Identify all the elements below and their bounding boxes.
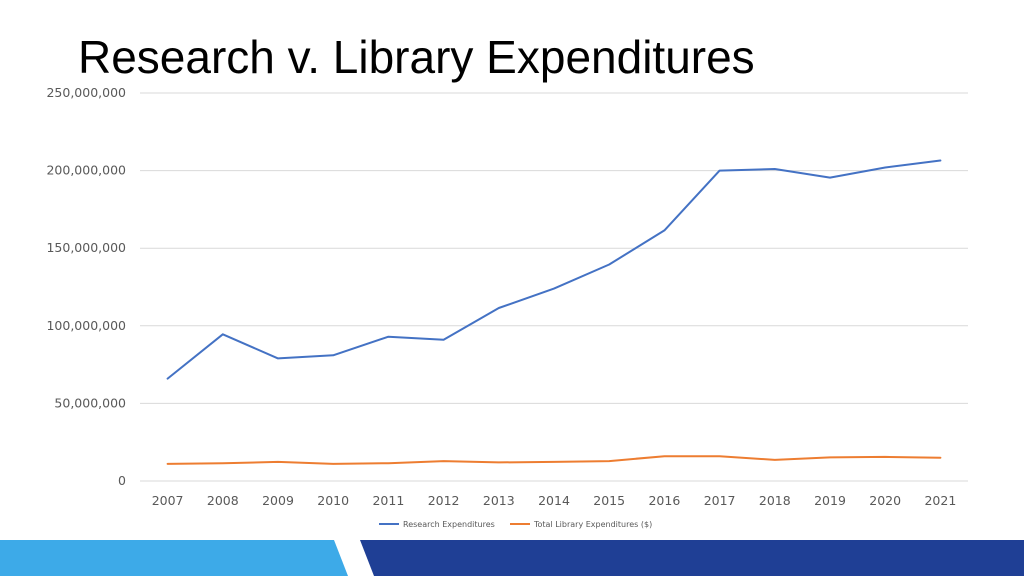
x-axis-tick-labels: 2007 2008 2009 2010 2011 2012 2013 2014 2015 2016…	[152, 493, 957, 508]
y-tick-label: 250,000,000	[46, 85, 126, 100]
x-tick-label: 2012	[428, 493, 460, 508]
legend-label: Research Expenditures	[403, 520, 495, 529]
legend-item: Total Library Expenditures ($)	[510, 520, 652, 529]
gridlines	[140, 92, 968, 482]
x-tick-label: 2014	[538, 493, 570, 508]
footer-band-light	[0, 540, 348, 576]
x-tick-label: 2020	[869, 493, 901, 508]
legend-label: Total Library Expenditures ($)	[533, 520, 652, 529]
x-tick-label: 2013	[483, 493, 515, 508]
series-lines	[166, 159, 942, 465]
y-tick-label: 50,000,000	[54, 395, 126, 410]
series-line-research-expenditures	[166, 159, 942, 380]
series-line-library-expenditures	[166, 455, 942, 465]
y-tick-label: 200,000,000	[46, 163, 126, 178]
y-tick-label: 150,000,000	[46, 240, 126, 255]
x-tick-label: 2019	[814, 493, 846, 508]
slide-title: Research v. Library Expenditures	[78, 31, 755, 83]
x-tick-label: 2009	[262, 493, 294, 508]
x-tick-label: 2015	[593, 493, 625, 508]
y-tick-label: 0	[118, 473, 126, 488]
x-tick-label: 2008	[207, 493, 239, 508]
legend: Research Expenditures Total Library Expen…	[379, 520, 652, 529]
y-tick-label: 100,000,000	[46, 318, 126, 333]
footer-band-dark	[360, 540, 1024, 576]
x-tick-label: 2016	[648, 493, 680, 508]
x-tick-label: 2010	[317, 493, 349, 508]
x-tick-label: 2021	[924, 493, 956, 508]
x-tick-label: 2007	[152, 493, 184, 508]
x-tick-label: 2018	[759, 493, 791, 508]
x-tick-label: 2017	[704, 493, 736, 508]
legend-item: Research Expenditures	[379, 520, 495, 529]
x-tick-label: 2011	[372, 493, 404, 508]
y-axis-tick-labels: 0 50,000,000 100,000,000 150,000,000 200,000…	[46, 85, 126, 488]
